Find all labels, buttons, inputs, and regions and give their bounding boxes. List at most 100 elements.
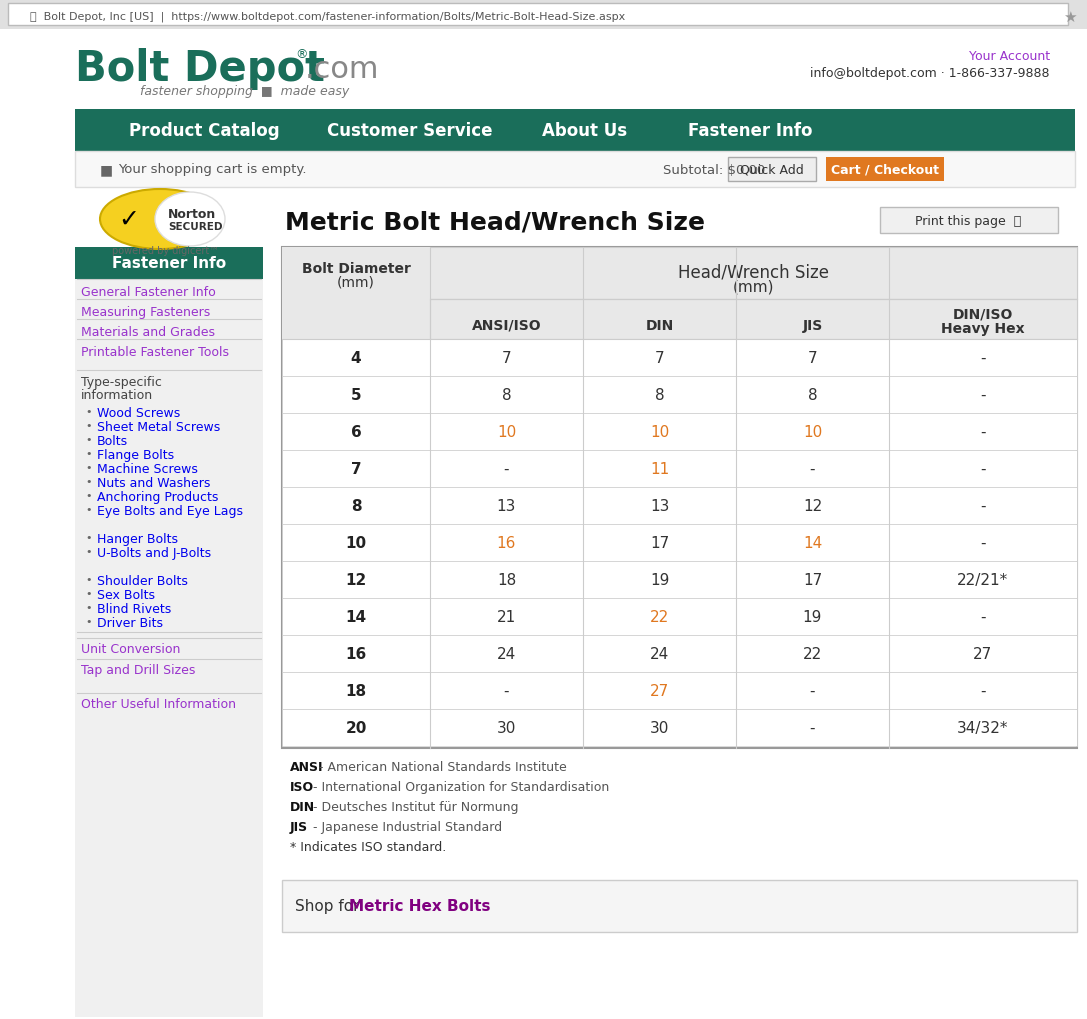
Ellipse shape [100,190,220,250]
Text: Customer Service: Customer Service [327,122,492,140]
Text: 27: 27 [650,684,670,698]
Text: 21: 21 [497,609,516,625]
Text: 12: 12 [803,498,822,514]
Text: -: - [980,462,986,477]
Text: 8: 8 [351,498,361,514]
Bar [0,30,1087,110]
Text: 16: 16 [346,646,366,661]
Text: 16: 16 [497,535,516,550]
Text: 11: 11 [650,462,670,477]
Text: Driver Bits: Driver Bits [97,616,163,630]
Text: powered by digicert™: powered by digicert™ [112,246,218,256]
Bar [282,673,1077,709]
Text: 6: 6 [351,425,361,439]
Text: Tap and Drill Sizes: Tap and Drill Sizes [82,663,196,677]
Text: Other Useful Information: Other Useful Information [82,697,236,710]
Text: Sheet Metal Screws: Sheet Metal Screws [97,421,221,433]
Text: JIS: JIS [802,319,823,332]
Text: -: - [980,535,986,550]
Text: info@boltdepot.com · 1-866-337-9888: info@boltdepot.com · 1-866-337-9888 [811,67,1050,79]
Text: •: • [85,588,91,598]
Bar [282,487,1077,525]
Bar [75,110,1075,152]
Text: •: • [85,546,91,556]
Text: 8: 8 [502,387,511,403]
Text: 10: 10 [650,425,670,439]
Bar [282,414,1077,450]
Text: 8: 8 [654,387,664,403]
Text: 34/32*: 34/32* [958,720,1009,736]
Text: -: - [980,351,986,366]
Bar [282,525,1077,561]
Bar [75,248,263,280]
Text: 20: 20 [346,720,366,736]
Text: Your shopping cart is empty.: Your shopping cart is empty. [118,163,307,176]
Text: Cart / Checkout: Cart / Checkout [830,163,939,176]
Text: ■: ■ [100,163,113,177]
Text: 4: 4 [351,351,361,366]
Bar [75,248,263,1017]
Text: Machine Screws: Machine Screws [97,463,198,476]
Text: 10: 10 [497,425,516,439]
Text: Hanger Bolts: Hanger Bolts [97,533,178,545]
Bar [0,0,1087,30]
Text: 12: 12 [346,573,366,587]
Bar [282,709,1077,746]
Text: •: • [85,421,91,431]
Text: Unit Conversion: Unit Conversion [82,642,180,655]
Text: Fastener Info: Fastener Info [112,256,226,271]
Text: Fastener Info: Fastener Info [688,122,812,140]
Text: 7: 7 [808,351,817,366]
Text: About Us: About Us [542,122,627,140]
Text: - Deutsches Institut für Normung: - Deutsches Institut für Normung [309,800,518,813]
Text: 30: 30 [497,720,516,736]
Bar [282,377,1077,414]
Text: -: - [503,684,509,698]
Bar [282,598,1077,636]
Text: Type-specific: Type-specific [82,376,162,388]
Text: Metric Hex Bolts: Metric Hex Bolts [349,899,490,914]
Text: 10: 10 [803,425,822,439]
Text: * Indicates ISO standard.: * Indicates ISO standard. [290,841,447,853]
Text: ★: ★ [1063,9,1077,24]
Text: 13: 13 [650,498,670,514]
Text: •: • [85,477,91,486]
Text: Wood Screws: Wood Screws [97,407,180,420]
Text: General Fastener Info: General Fastener Info [82,286,215,300]
Text: 14: 14 [346,609,366,625]
Bar [8,4,1069,25]
Text: DIN: DIN [646,319,674,332]
Text: Heavy Hex: Heavy Hex [941,322,1025,335]
Bar [282,450,1077,487]
Bar [826,158,944,181]
Ellipse shape [155,193,225,247]
Text: - International Organization for Standardisation: - International Organization for Standar… [309,781,609,793]
Text: Flange Bolts: Flange Bolts [97,448,174,462]
Text: 17: 17 [803,573,822,587]
Text: Quick Add: Quick Add [740,163,804,176]
Text: •: • [85,434,91,444]
Text: 7: 7 [351,462,361,477]
Text: information: information [82,388,153,401]
Text: Measuring Fasteners: Measuring Fasteners [82,306,210,319]
Bar [282,880,1077,932]
Text: -: - [810,684,815,698]
Text: Anchoring Products: Anchoring Products [97,490,218,503]
Text: 19: 19 [650,573,670,587]
Text: 17: 17 [650,535,670,550]
Text: 22: 22 [650,609,670,625]
Text: DIN: DIN [290,800,315,813]
Text: Shop for: Shop for [295,899,364,914]
Text: ANSI/ISO: ANSI/ISO [472,319,541,332]
Text: -: - [980,387,986,403]
Text: 27: 27 [973,646,992,661]
Text: -: - [980,684,986,698]
Text: 30: 30 [650,720,670,736]
Text: JIS: JIS [290,820,308,834]
Text: Norton: Norton [168,208,216,221]
Text: 22: 22 [803,646,822,661]
Text: 🔒  Bolt Depot, Inc [US]  |  https://www.boltdepot.com/fastener-information/Bolts: 🔒 Bolt Depot, Inc [US] | https://www.bol… [30,12,625,22]
Text: Subtotal: $0.00: Subtotal: $0.00 [663,163,765,176]
Text: Bolt Diameter: Bolt Diameter [301,262,411,276]
Text: - Japanese Industrial Standard: - Japanese Industrial Standard [309,820,502,834]
